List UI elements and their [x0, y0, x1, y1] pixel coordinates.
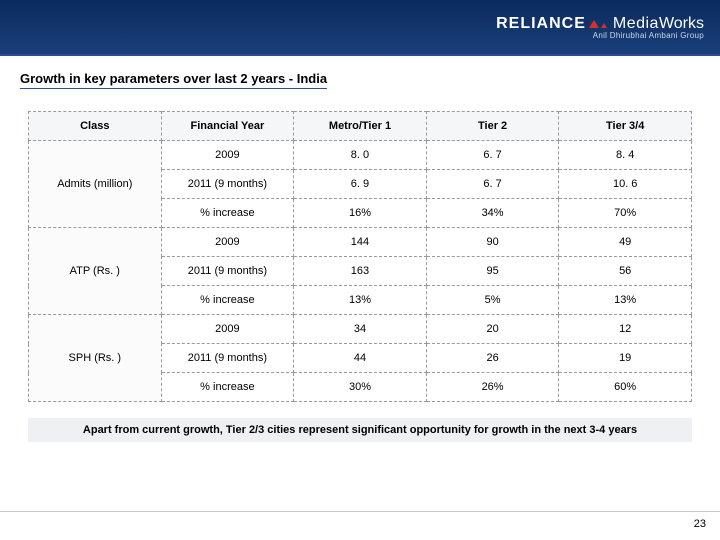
cell-value: 44 — [294, 344, 427, 373]
cell-value: 34 — [294, 315, 427, 344]
cell-value: 90 — [426, 228, 559, 257]
cell-value: 60% — [559, 373, 692, 402]
cell-financial-year: 2011 (9 months) — [161, 170, 294, 199]
table-container: Class Financial Year Metro/Tier 1 Tier 2… — [0, 95, 720, 408]
cell-value: 12 — [559, 315, 692, 344]
cell-value: 56 — [559, 257, 692, 286]
brand-subtitle: Anil Dhirubhai Ambani Group — [593, 31, 704, 40]
cell-value: 26% — [426, 373, 559, 402]
cell-value: 20 — [426, 315, 559, 344]
cell-value: 163 — [294, 257, 427, 286]
header-bar: RELIANCE MediaWorks Anil Dhirubhai Amban… — [0, 0, 720, 54]
parameters-table: Class Financial Year Metro/Tier 1 Tier 2… — [28, 111, 692, 402]
cell-financial-year: % increase — [161, 199, 294, 228]
brand-primary-text: RELIANCE — [496, 15, 586, 33]
cell-financial-year: % increase — [161, 286, 294, 315]
cell-financial-year: 2011 (9 months) — [161, 344, 294, 373]
col-header-fy: Financial Year — [161, 112, 294, 141]
col-header-class: Class — [29, 112, 162, 141]
cell-financial-year: 2009 — [161, 228, 294, 257]
col-header-tier2: Tier 2 — [426, 112, 559, 141]
table-row: Admits (million)20098. 06. 78. 4 — [29, 141, 692, 170]
cell-value: 6. 7 — [426, 170, 559, 199]
triangle-icon — [589, 20, 599, 28]
cell-value: 19 — [559, 344, 692, 373]
cell-value: 34% — [426, 199, 559, 228]
cell-value: 144 — [294, 228, 427, 257]
cell-value: 10. 6 — [559, 170, 692, 199]
page-title: Growth in key parameters over last 2 yea… — [20, 71, 327, 89]
brand-block: RELIANCE MediaWorks Anil Dhirubhai Amban… — [496, 15, 704, 40]
title-row: Growth in key parameters over last 2 yea… — [0, 56, 720, 95]
cell-value: 16% — [294, 199, 427, 228]
cell-value: 8. 4 — [559, 141, 692, 170]
cell-value: 6. 7 — [426, 141, 559, 170]
cell-value: 13% — [294, 286, 427, 315]
row-group-label: SPH (Rs. ) — [29, 315, 162, 402]
cell-value: 13% — [559, 286, 692, 315]
cell-value: 8. 0 — [294, 141, 427, 170]
col-header-tier34: Tier 3/4 — [559, 112, 692, 141]
brand-media-text: Media — [613, 15, 659, 32]
cell-financial-year: % increase — [161, 373, 294, 402]
cell-value: 70% — [559, 199, 692, 228]
cell-financial-year: 2011 (9 months) — [161, 257, 294, 286]
col-header-metro: Metro/Tier 1 — [294, 112, 427, 141]
table-body: Admits (million)20098. 06. 78. 42011 (9 … — [29, 141, 692, 402]
cell-value: 5% — [426, 286, 559, 315]
table-row: ATP (Rs. )20091449049 — [29, 228, 692, 257]
cell-value: 30% — [294, 373, 427, 402]
cell-value: 6. 9 — [294, 170, 427, 199]
row-group-label: Admits (million) — [29, 141, 162, 228]
brand-works-text: Works — [659, 15, 704, 32]
table-row: SPH (Rs. )2009342012 — [29, 315, 692, 344]
triangle-icon — [601, 23, 607, 28]
cell-financial-year: 2009 — [161, 315, 294, 344]
cell-value: 49 — [559, 228, 692, 257]
table-header-row: Class Financial Year Metro/Tier 1 Tier 2… — [29, 112, 692, 141]
cell-value: 95 — [426, 257, 559, 286]
cell-value: 26 — [426, 344, 559, 373]
row-group-label: ATP (Rs. ) — [29, 228, 162, 315]
footnote: Apart from current growth, Tier 2/3 citi… — [28, 418, 692, 442]
cell-financial-year: 2009 — [161, 141, 294, 170]
footer-rule — [0, 511, 720, 512]
brand-logo: RELIANCE — [496, 15, 607, 33]
page-number: 23 — [694, 518, 706, 530]
